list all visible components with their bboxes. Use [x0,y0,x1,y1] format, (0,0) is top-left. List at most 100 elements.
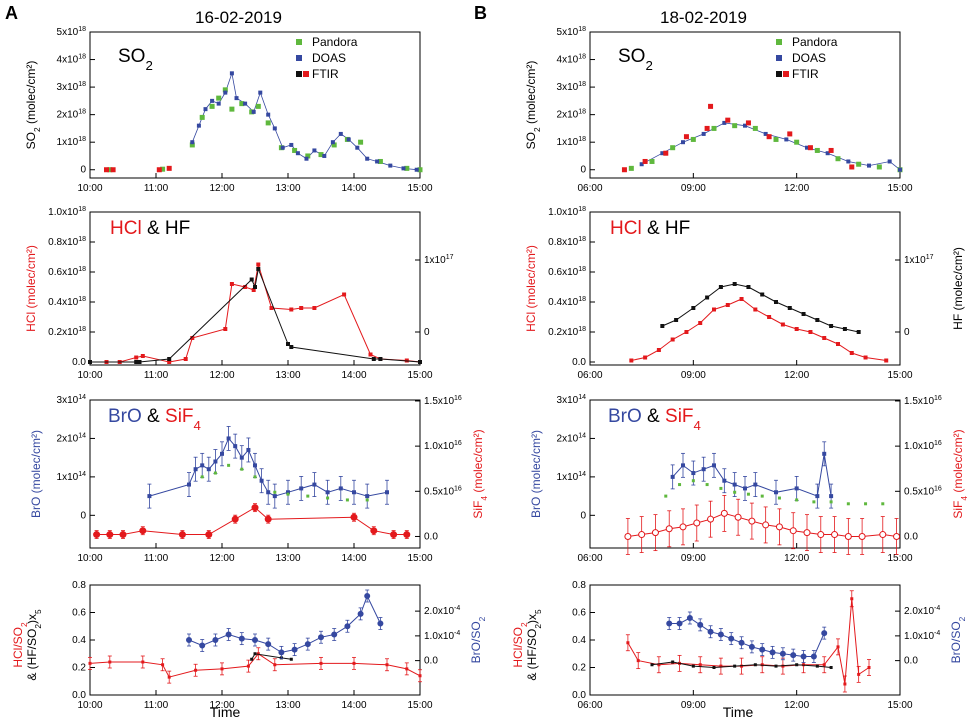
hcl-so2-point [822,663,826,667]
bro-so2-point [676,620,683,627]
bro-so2-line [669,617,825,657]
hcl-point [863,355,868,360]
y-tick-label: 0.0 [72,690,86,701]
pandora-point [628,165,634,171]
hf-so2-point [650,663,654,667]
y-tick-label-right: 1.0x1016 [424,440,462,452]
y-tick-label: 3x1018 [57,81,87,93]
panel-label-a: A [5,3,18,23]
hf-point [137,360,142,364]
ftir-point [156,167,162,173]
bro-point [272,494,277,499]
bro-point [829,494,834,499]
bro-so2-point [238,635,245,642]
pandora-point [239,101,245,107]
doas-point [867,163,871,168]
ftir-point [110,167,116,173]
y-tick-label: 1x1018 [557,136,587,148]
y-tick-label-right: 0.0 [904,531,918,542]
bro-so2-point [304,641,311,648]
doas-point [266,112,271,117]
x-tick-label: 14:00 [341,183,366,194]
hf-so2-point [795,663,799,667]
ftir-point [725,117,731,123]
x-tick-label: 06:00 [577,370,602,381]
bro-point [701,467,706,472]
y-tick-label-right: 0 [424,327,430,338]
y-axis-label-right: BrO/SO2 [469,616,487,663]
bro-point [774,490,778,495]
hcl-so2-point [141,660,145,664]
pandora-point [255,103,261,109]
ftir-point [166,165,172,171]
bro-so2-point [291,646,298,653]
hcl-point [229,282,234,286]
hcl-point [739,297,744,301]
hf-point [249,277,254,282]
sif4-green-point [306,494,310,498]
y-tick-label: 4x1018 [557,54,587,66]
pandora-point [209,103,215,109]
legend-marker [296,71,302,77]
hf-point [842,327,847,331]
doas-point [322,153,327,158]
doas-point [784,137,789,142]
sif4-point [251,504,259,512]
hcl-so2-point [850,597,854,601]
pandora-point [690,136,696,142]
hf-so2-point [691,664,695,668]
chart-a-bro-sif4: 10:00 11:00 12:00 13:00 14:00 15:00 0 1x1014 2x1… [29,394,489,564]
sif4-point [707,515,715,523]
bro-so2-point [810,653,817,660]
hcl-point [243,285,248,289]
chart-a-hcl-hf: 10:00 11:00 12:00 13:00 14:00 15:00 0.0 0.2x101… [24,206,454,381]
pandora-point [670,145,676,151]
sif4-green-point [286,492,290,496]
doas-point [295,151,300,156]
bro-point [206,467,211,472]
doas-point [216,101,221,106]
pandora-point [222,87,228,93]
hcl-so2-point [857,672,861,676]
sif4-green-point [777,496,781,500]
bro-so2-point [278,649,285,656]
sif4-green-point [678,483,682,487]
hf-point [289,345,294,349]
pandora-point [265,120,271,126]
x-tick-label: 11:00 [144,700,169,711]
bro-point [266,490,271,495]
doas-point [414,167,419,172]
x-tick-label: 12:00 [209,553,234,564]
hcl-so2-point [418,674,422,678]
sif4-point [789,527,797,535]
y-tick-label: 0.0 [572,690,586,701]
y-tick-label-right: 0 [904,327,910,338]
hcl-so2-point [220,667,224,671]
hf-so2-point [671,660,675,664]
bro-point [259,478,264,483]
bro-point [233,444,238,449]
sif4-green-point [864,502,868,506]
hcl-point [342,292,347,297]
x-tick-label: 09:00 [681,183,706,194]
doas-point [898,167,902,172]
hcl-point [368,352,373,357]
hcl-so2-point [843,682,847,686]
doas-point [375,159,380,164]
y-axis-label-right: SiF4 (molec/cm²) [951,429,969,518]
bro-so2-point [717,631,724,638]
doas-point [289,142,294,147]
legend-label: DOAS [792,51,826,65]
y-axis-label-right: SiF4 (molec/cm²) [471,429,489,518]
pandora-point [649,158,655,164]
doas-point [660,151,665,156]
chart-b-so2: 06:00 09:00 12:00 15:00 0 1x1018 2x1018 3x1018 4… [524,26,913,194]
x-tick-label: 15:00 [407,370,432,381]
doas-point [304,156,309,161]
y-tick-label-right: 0.0 [904,656,918,667]
doas-point [681,140,685,145]
sif4-green-point [719,486,723,490]
sif4-point [205,531,213,539]
sif4-point [403,531,411,539]
x-tick-label: 06:00 [577,700,602,711]
